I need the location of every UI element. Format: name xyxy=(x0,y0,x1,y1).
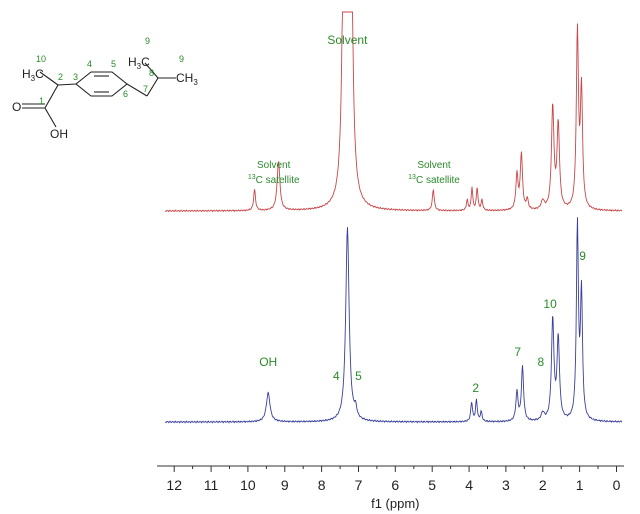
peak-label-1: 4 xyxy=(333,369,340,383)
tick-label-1: 1 xyxy=(576,477,584,493)
atom-number-7: 7 xyxy=(143,84,148,94)
spectrum-bottom xyxy=(164,217,623,424)
atom-number-4: 4 xyxy=(87,59,92,69)
peak-label-6: 10 xyxy=(543,297,557,311)
tick-label-11: 11 xyxy=(204,477,219,493)
atom-number-8: 8 xyxy=(149,68,154,78)
annotation-top-2: 13C satellite xyxy=(248,174,300,186)
annotation-top-1: Solvent xyxy=(257,160,291,171)
peak-label-7: 9 xyxy=(579,249,586,263)
peak-label-2: 5 xyxy=(355,369,362,383)
annotation-top-4: 13C satellite xyxy=(408,174,460,186)
tick-label-4: 4 xyxy=(465,477,473,493)
methyl-label-top: H3C xyxy=(128,55,150,71)
spectrum-top xyxy=(165,11,623,213)
hydroxyl-label: OH xyxy=(50,127,68,141)
peak-label-0: OH xyxy=(259,355,277,369)
tick-label-12: 12 xyxy=(166,477,182,493)
atom-number-1: 1 xyxy=(39,96,44,106)
x-axis-ticks: 12 11 10 9 8 7 6 5 4 3 2 1 0 xyxy=(166,466,621,493)
annotation-top-3: Solvent xyxy=(417,160,451,171)
atom-numbers: 10 2 1 3 4 5 6 7 8 9 9 xyxy=(36,36,184,106)
tick-label-8: 8 xyxy=(318,477,326,493)
methyl-label-right: CH3 xyxy=(176,71,198,87)
atom-number-3: 3 xyxy=(73,72,78,82)
tick-label-9: 9 xyxy=(281,477,289,493)
tick-label-2: 2 xyxy=(539,477,547,493)
top-spectrum-annotations: Solvent Solvent 13C satellite Solvent 13C sa… xyxy=(248,33,460,186)
tick-label-3: 3 xyxy=(502,477,510,493)
ibuprofen-structure xyxy=(22,62,176,128)
tick-label-5: 5 xyxy=(428,477,436,493)
peak-label-3: 2 xyxy=(472,381,479,395)
tick-label-7: 7 xyxy=(355,477,363,493)
x-axis: 12 11 10 9 8 7 6 5 4 3 2 1 0 f1 (ppm) xyxy=(157,465,624,511)
peak-label-4: 7 xyxy=(514,345,521,359)
tick-label-10: 10 xyxy=(240,477,256,493)
x-axis-title: f1 (ppm) xyxy=(371,496,419,511)
annotation-top-0: Solvent xyxy=(327,33,368,47)
structure-labels: H3C H3C CH3 O OH xyxy=(12,55,198,141)
atom-number-9-right: 9 xyxy=(179,54,184,64)
peak-label-5: 8 xyxy=(538,355,545,369)
atom-number-5: 5 xyxy=(111,59,116,69)
atom-number-10: 10 xyxy=(36,54,46,64)
tick-label-6: 6 xyxy=(391,477,399,493)
methyl-label-left: H3C xyxy=(22,67,44,83)
atom-number-6: 6 xyxy=(123,89,128,99)
bottom-spectrum-annotations: OH 4 5 2 7 8 10 9 xyxy=(259,249,586,395)
atom-number-2: 2 xyxy=(58,72,63,82)
carbonyl-oxygen: O xyxy=(12,100,21,114)
tick-label-0: 0 xyxy=(613,477,621,493)
atom-number-9-top: 9 xyxy=(145,36,150,46)
